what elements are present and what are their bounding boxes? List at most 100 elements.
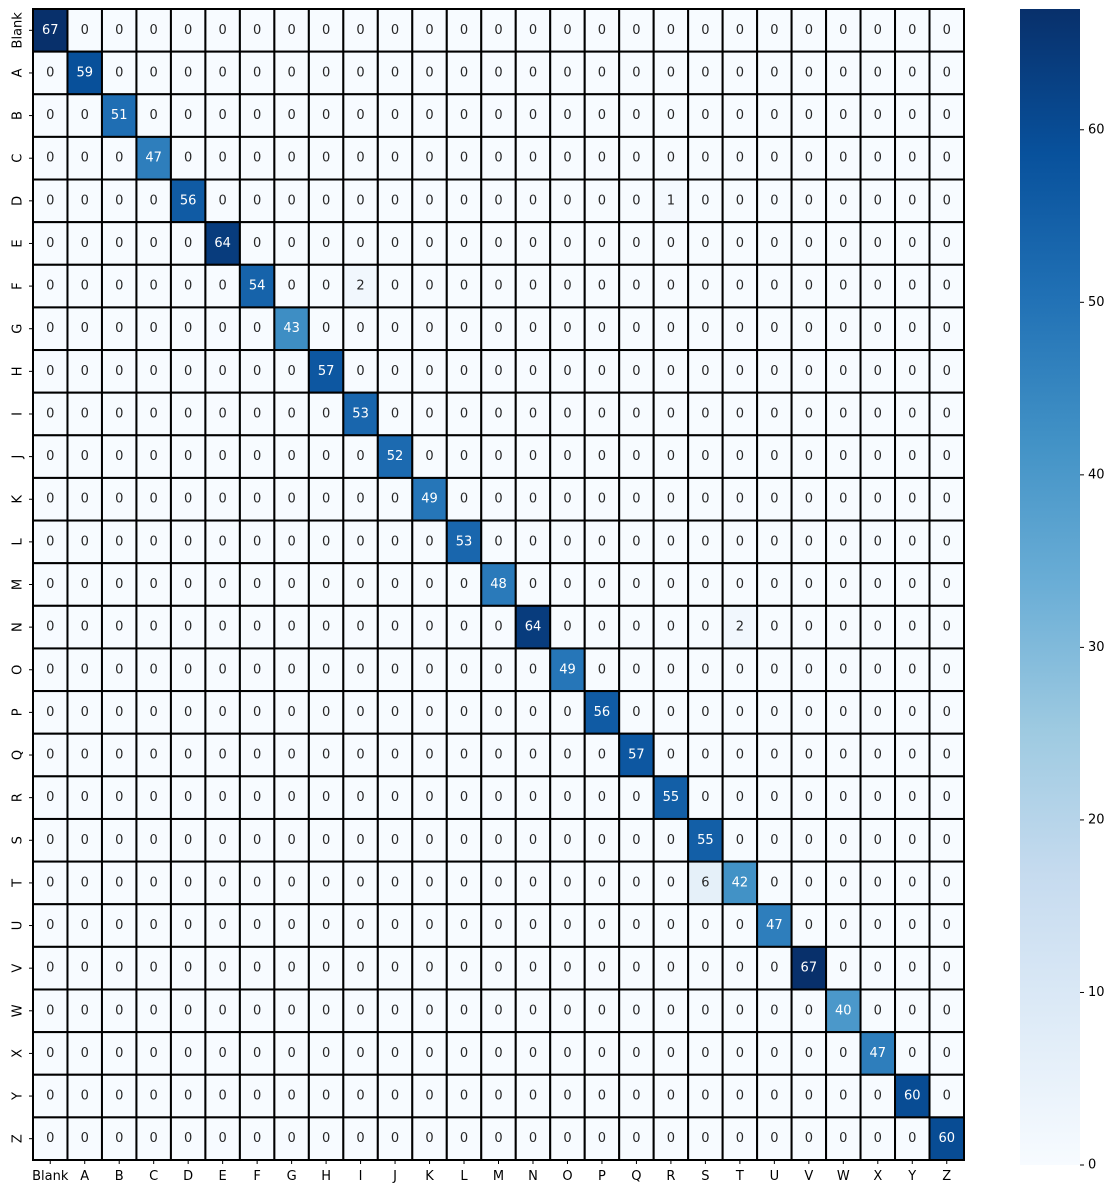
- heatmap-cell: [652, 860, 690, 906]
- heatmap-cell: [790, 8, 828, 53]
- heatmap-cell: [583, 8, 621, 53]
- cell-value-label: 6: [701, 875, 709, 890]
- cell-value-label: 0: [460, 918, 468, 933]
- cell-value-label: 0: [322, 875, 330, 890]
- cell-value-label: 0: [391, 364, 399, 379]
- cell-value-label: 0: [943, 577, 951, 592]
- heatmap-cell: [169, 434, 207, 479]
- heatmap-cell: [618, 903, 655, 948]
- colorbar-tick-label: 40: [1088, 467, 1105, 482]
- y-tick-label: X: [11, 1049, 26, 1058]
- cell-value-label: 0: [839, 321, 847, 336]
- cell-value-label: 0: [150, 65, 158, 80]
- heatmap-cell: [928, 1073, 965, 1119]
- heatmap-cell: [514, 860, 552, 906]
- cell-value-label: 0: [460, 279, 468, 294]
- cell-value-label: 0: [46, 193, 54, 208]
- heatmap-cell: [169, 775, 207, 820]
- heatmap-cell: [618, 1073, 655, 1119]
- heatmap-cell: [307, 50, 345, 96]
- cell-value-label: 0: [908, 65, 916, 80]
- cell-value-label: 0: [425, 620, 433, 635]
- heatmap-cell: [721, 775, 759, 820]
- heatmap-cell: [273, 306, 310, 352]
- cell-value-label: 0: [115, 577, 123, 592]
- cell-value-label: 0: [667, 108, 675, 123]
- heatmap-cell: [273, 988, 310, 1034]
- heatmap-cell: [825, 988, 862, 1034]
- cell-value-label: 0: [598, 151, 606, 166]
- cell-value-label: 0: [874, 961, 882, 976]
- cell-value-label: 0: [81, 961, 89, 976]
- y-tick-label: J: [11, 455, 26, 460]
- heatmap-cell: [790, 306, 828, 352]
- cell-value-label: 0: [563, 748, 571, 763]
- y-tick-label: L: [11, 537, 26, 545]
- cell-value-label: 0: [115, 833, 123, 848]
- heatmap-cell: [273, 8, 310, 53]
- cell-value-label: 0: [529, 151, 537, 166]
- heatmap-cell: [790, 135, 828, 181]
- cell-value-label: 0: [701, 748, 709, 763]
- cell-value-label: 0: [908, 449, 916, 464]
- cell-value-label: 0: [81, 321, 89, 336]
- cell-value-label: 0: [46, 492, 54, 507]
- cell-value-label: 0: [701, 1046, 709, 1061]
- heatmap-cell: [169, 349, 207, 394]
- y-tick-label: Q: [11, 750, 26, 760]
- heatmap-cell: [376, 476, 414, 522]
- colorbar-tick-label: 60: [1088, 122, 1105, 137]
- cell-value-label: 0: [184, 534, 192, 549]
- cell-value-label: 0: [425, 151, 433, 166]
- heatmap-cell: [376, 732, 414, 778]
- cell-value-label: 0: [425, 321, 433, 336]
- cell-value-label: 0: [287, 875, 295, 890]
- cell-value-label: 0: [563, 918, 571, 933]
- cell-value-label: 0: [253, 321, 261, 336]
- cell-value-label: 0: [425, 1089, 433, 1104]
- cell-value-label: 0: [253, 1089, 261, 1104]
- heatmap-cell: [618, 775, 655, 820]
- colorbar-tick-label: 20: [1088, 812, 1105, 827]
- x-tick-label: B: [115, 1169, 124, 1184]
- cell-value-label: 0: [632, 151, 640, 166]
- heatmap-cell: [342, 135, 379, 181]
- cell-value-label: 0: [322, 705, 330, 720]
- heatmap-cell: [928, 817, 965, 863]
- cell-value-label: 0: [770, 534, 778, 549]
- heatmap-cell: [238, 647, 276, 693]
- cell-value-label: 0: [943, 492, 951, 507]
- heatmap-cell: [100, 349, 138, 394]
- cell-value-label: 0: [184, 364, 192, 379]
- cell-value-label: 0: [81, 790, 89, 805]
- cell-value-label: 47: [766, 918, 783, 933]
- cell-value-label: 0: [356, 65, 364, 80]
- cell-value-label: 0: [908, 620, 916, 635]
- heatmap-cell: [238, 988, 276, 1034]
- cell-value-label: 0: [287, 620, 295, 635]
- cell-value-label: 0: [322, 662, 330, 677]
- cell-value-label: 0: [770, 151, 778, 166]
- cell-value-label: 0: [184, 875, 192, 890]
- cell-value-label: 0: [529, 279, 537, 294]
- heatmap-cell: [135, 391, 172, 437]
- cell-value-label: 0: [874, 23, 882, 38]
- cell-value-label: 0: [701, 534, 709, 549]
- heatmap-cell: [169, 732, 207, 778]
- cell-value-label: 0: [839, 236, 847, 251]
- cell-value-label: 0: [46, 1003, 54, 1018]
- cell-value-label: 0: [253, 108, 261, 123]
- cell-value-label: 0: [322, 492, 330, 507]
- cell-value-label: 0: [598, 236, 606, 251]
- heatmap-cell: [721, 817, 759, 863]
- heatmap-cell: [928, 903, 965, 948]
- heatmap-cell: [411, 1073, 448, 1119]
- cell-value-label: 0: [391, 321, 399, 336]
- cell-value-label: 0: [219, 406, 227, 421]
- cell-value-label: 0: [425, 279, 433, 294]
- cell-value-label: 0: [460, 1003, 468, 1018]
- heatmap-cell: [480, 391, 517, 437]
- cell-value-label: 0: [494, 1003, 502, 1018]
- x-tick-label: V: [804, 1169, 813, 1184]
- cell-value-label: 0: [805, 279, 813, 294]
